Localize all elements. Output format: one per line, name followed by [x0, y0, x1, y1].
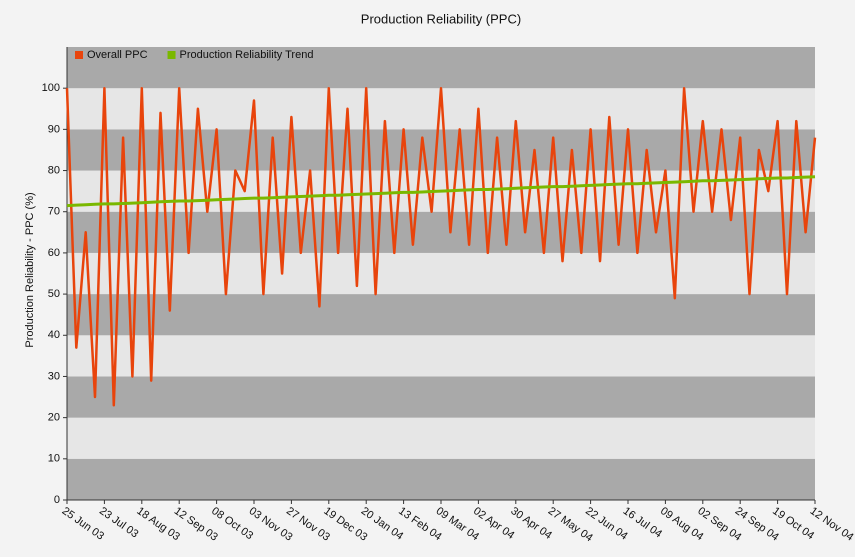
series-line: [66, 175, 816, 208]
y-axis-label: Production Reliability - PPC (%): [24, 192, 36, 347]
y-tick-label: 40: [48, 329, 60, 341]
grid-band: [67, 47, 815, 89]
series-line: [65, 86, 817, 407]
y-tick-label: 50: [48, 288, 60, 300]
legend-swatch: [75, 51, 83, 59]
legend-swatch: [167, 51, 176, 59]
grid-band: [67, 252, 815, 295]
y-tick-label: 30: [48, 370, 60, 382]
grid-band: [67, 211, 815, 253]
grid-band: [67, 417, 815, 459]
grid-band: [67, 129, 815, 171]
y-tick-label: 10: [48, 453, 60, 465]
y-tick-label: 70: [48, 206, 60, 218]
grid-band: [67, 294, 815, 336]
grid-band: [67, 335, 815, 377]
legend-label: Production Reliability Trend: [180, 49, 314, 61]
legend-label: Overall PPC: [87, 49, 148, 61]
chart-title: Production Reliability (PPC): [361, 11, 521, 26]
y-tick-label: 0: [54, 494, 60, 506]
y-tick-label: 90: [48, 123, 60, 135]
y-tick-label: 20: [48, 412, 60, 424]
grid-band: [67, 458, 815, 500]
y-tick-label: 80: [48, 164, 60, 176]
y-tick-label: 60: [48, 247, 60, 259]
grid-band: [67, 376, 815, 418]
y-tick-label: 100: [42, 82, 60, 94]
